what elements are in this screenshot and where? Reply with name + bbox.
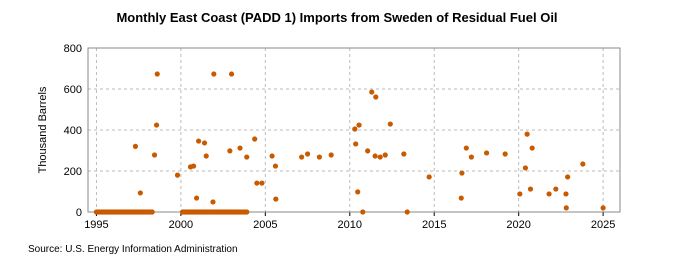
- data-point: [352, 126, 358, 132]
- data-point: [459, 170, 465, 176]
- y-tick-label: 0: [76, 207, 82, 219]
- data-point: [527, 186, 534, 192]
- data-point: [273, 196, 279, 202]
- data-point: [196, 138, 202, 144]
- data-point: [600, 205, 606, 211]
- source-note: Source: U.S. Energy Information Administ…: [28, 244, 238, 255]
- data-point: [360, 209, 366, 215]
- data-point: [304, 151, 311, 157]
- x-tick-label: 2015: [422, 219, 446, 231]
- data-point: [272, 163, 279, 169]
- data-point: [154, 71, 160, 77]
- data-point: [353, 141, 359, 147]
- data-point: [563, 191, 569, 197]
- data-point: [190, 163, 197, 169]
- data-point: [502, 151, 508, 157]
- data-point: [463, 145, 469, 151]
- data-point: [404, 209, 410, 215]
- data-point: [356, 122, 362, 128]
- data-point: [153, 122, 160, 128]
- y-tick-label: 200: [64, 166, 82, 178]
- data-point: [529, 145, 535, 151]
- data-point: [237, 145, 243, 151]
- data-point: [151, 152, 158, 158]
- data-point: [254, 180, 260, 186]
- data-point: [372, 153, 378, 159]
- data-point: [355, 189, 361, 195]
- data-point: [373, 94, 379, 100]
- data-point: [193, 195, 200, 201]
- x-tick-label: 2010: [338, 219, 362, 231]
- data-point: [365, 148, 371, 154]
- x-tick-label: 2000: [169, 219, 193, 231]
- data-point: [244, 154, 250, 160]
- x-tick-label: 2025: [591, 219, 615, 231]
- data-point: [517, 191, 523, 197]
- data-point: [316, 154, 322, 160]
- data-point: [522, 165, 529, 171]
- data-point: [563, 205, 569, 211]
- data-point: [553, 186, 559, 192]
- data-point: [369, 89, 375, 95]
- data-point: [299, 154, 305, 160]
- data-point: [174, 172, 181, 178]
- x-tick-label: 2005: [253, 219, 277, 231]
- x-tick-label: 2020: [506, 219, 530, 231]
- data-point: [426, 174, 432, 180]
- data-point: [201, 140, 208, 146]
- y-tick-label: 600: [64, 84, 82, 96]
- data-point: [328, 152, 334, 158]
- y-axis-label: Thousand Barrels: [37, 86, 49, 173]
- data-point: [149, 209, 155, 215]
- data-point: [546, 191, 552, 197]
- data-point: [211, 71, 217, 77]
- data-point: [244, 209, 250, 215]
- data-point: [132, 143, 139, 149]
- data-point: [458, 195, 464, 201]
- data-point: [203, 153, 209, 159]
- data-point: [228, 71, 235, 77]
- x-tick-label: 1995: [84, 219, 108, 231]
- data-point: [483, 150, 490, 156]
- data-point: [468, 154, 474, 160]
- data-point: [252, 136, 258, 142]
- data-point: [565, 174, 571, 180]
- data-point: [524, 131, 530, 137]
- data-point: [377, 154, 383, 160]
- chart-title: Monthly East Coast (PADD 1) Imports from…: [116, 10, 557, 25]
- data-point: [580, 161, 586, 167]
- y-tick-label: 400: [64, 125, 82, 137]
- data-point: [137, 190, 143, 196]
- data-point: [227, 148, 233, 154]
- plot-frame: [87, 47, 621, 213]
- data-point: [387, 121, 393, 127]
- data-point: [269, 153, 275, 159]
- data-point: [401, 151, 407, 157]
- data-point: [382, 152, 388, 158]
- data-point: [259, 180, 265, 186]
- y-tick-label: 800: [64, 43, 82, 55]
- data-point: [210, 199, 216, 205]
